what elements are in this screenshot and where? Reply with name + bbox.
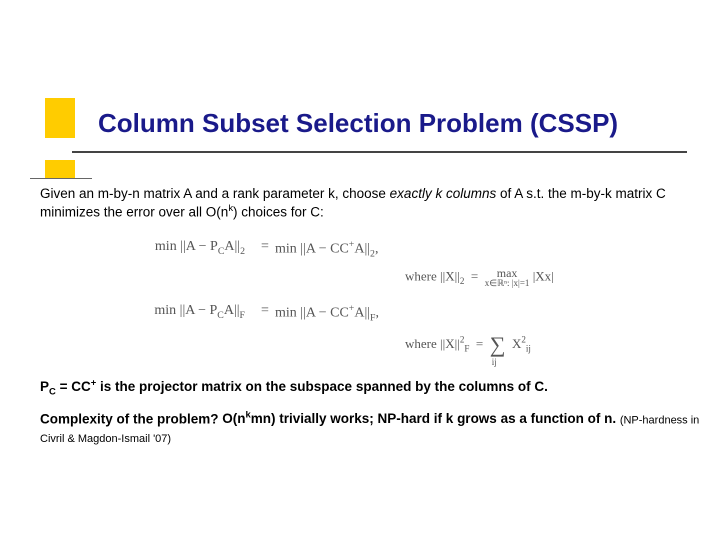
eq1-where-sub2: 2 <box>460 276 465 286</box>
eq2-eq: = <box>255 302 275 321</box>
eq1-where-rhs: |Xx| <box>533 268 554 283</box>
proj-subC: C <box>49 387 56 398</box>
eq-frobenius-norm: min ||A − PCA||F = min ||A − CC+A||F, <box>95 302 700 325</box>
eq2-lhs-b: A|| <box>224 303 240 318</box>
eq-spectral-where: where ||X||2 = max x∈ℝⁿ: |x|=1 |Xx| <box>95 267 700 288</box>
eq1-rhs-b: A|| <box>354 242 370 257</box>
eq1-rhs-a: min ||A − CC <box>275 242 349 257</box>
eq2-rhs-a: min ||A − CC <box>275 305 349 320</box>
proj-P: P <box>40 379 49 394</box>
eq2-lhs: min ||A − PCA||F <box>95 302 255 322</box>
eq2-lhs-subF: F <box>240 309 245 320</box>
complexity-On: O(n <box>219 411 246 426</box>
slide-content: Given an m-by-n matrix A and a rank para… <box>40 185 700 457</box>
accent-box-bottom <box>45 160 75 178</box>
eq2-where-subF: F <box>464 344 469 354</box>
eq2-rhs-X: X <box>512 336 521 351</box>
sigma-sub: ij <box>492 356 497 368</box>
eq-frobenius-where: where ||X||2F = ∑ij X2ij <box>95 330 700 360</box>
eq1-max: max x∈ℝⁿ: |x|=1 <box>485 267 530 288</box>
eq1-where: where ||X||2 = max x∈ℝⁿ: |x|=1 |Xx| <box>405 267 700 288</box>
intro-text-3: ) choices for C: <box>233 205 324 220</box>
eq1-lhs-a: min ||A − P <box>155 239 218 254</box>
proj-rest: is the projector matrix on the subspace … <box>96 379 548 394</box>
complexity-rest: mn) trivially works; NP-hard if k grows … <box>251 411 620 426</box>
accent-box-top <box>45 98 75 138</box>
eq1-rhs-sub2: 2 <box>370 248 375 259</box>
eq-spectral-norm: min ||A − PCA||2 = min ||A − CC+A||2, <box>95 238 700 261</box>
sigma-icon: ∑ij <box>490 330 506 360</box>
eq2-rhs-b: A|| <box>354 305 370 320</box>
eq1-lhs-sub2: 2 <box>240 246 245 257</box>
projector-paragraph: PC = CC+ is the projector matrix on the … <box>40 378 700 400</box>
eq2-lhs-a: min ||A − P <box>154 303 217 318</box>
title-area: Column Subset Selection Problem (CSSP) <box>0 0 720 175</box>
math-block: min ||A − PCA||2 = min ||A − CC+A||2, wh… <box>95 238 700 360</box>
eq2-where-a: where ||X|| <box>405 336 460 351</box>
proj-CC: = CC <box>56 379 91 394</box>
eq1-rhs: min ||A − CC+A||2, <box>275 238 700 261</box>
intro-text-1: Given an m-by-n matrix A and a rank para… <box>40 186 390 201</box>
title-rule-short <box>30 178 92 179</box>
intro-paragraph: Given an m-by-n matrix A and a rank para… <box>40 185 700 222</box>
eq1-max-under: x∈ℝⁿ: |x|=1 <box>485 279 530 288</box>
eq2-rhs: min ||A − CC+A||F, <box>275 302 700 325</box>
eq2-rhs-subF: F <box>370 312 375 323</box>
eq1-eq: = <box>255 238 275 257</box>
slide-title: Column Subset Selection Problem (CSSP) <box>98 108 618 139</box>
eq2-where: where ||X||2F = ∑ij X2ij <box>405 330 700 360</box>
eq1-lhs: min ||A − PCA||2 <box>95 238 255 258</box>
intro-emph: exactly k columns <box>390 186 497 201</box>
eq1-where-a: where ||X|| <box>405 268 460 283</box>
title-rule-main <box>72 151 687 153</box>
eq1-lhs-b: A|| <box>224 239 240 254</box>
complexity-paragraph: Complexity of the problem? O(nkmn) trivi… <box>40 410 700 447</box>
eq2-rhs-subij: ij <box>526 344 531 354</box>
complexity-q: Complexity of the problem? <box>40 411 219 426</box>
